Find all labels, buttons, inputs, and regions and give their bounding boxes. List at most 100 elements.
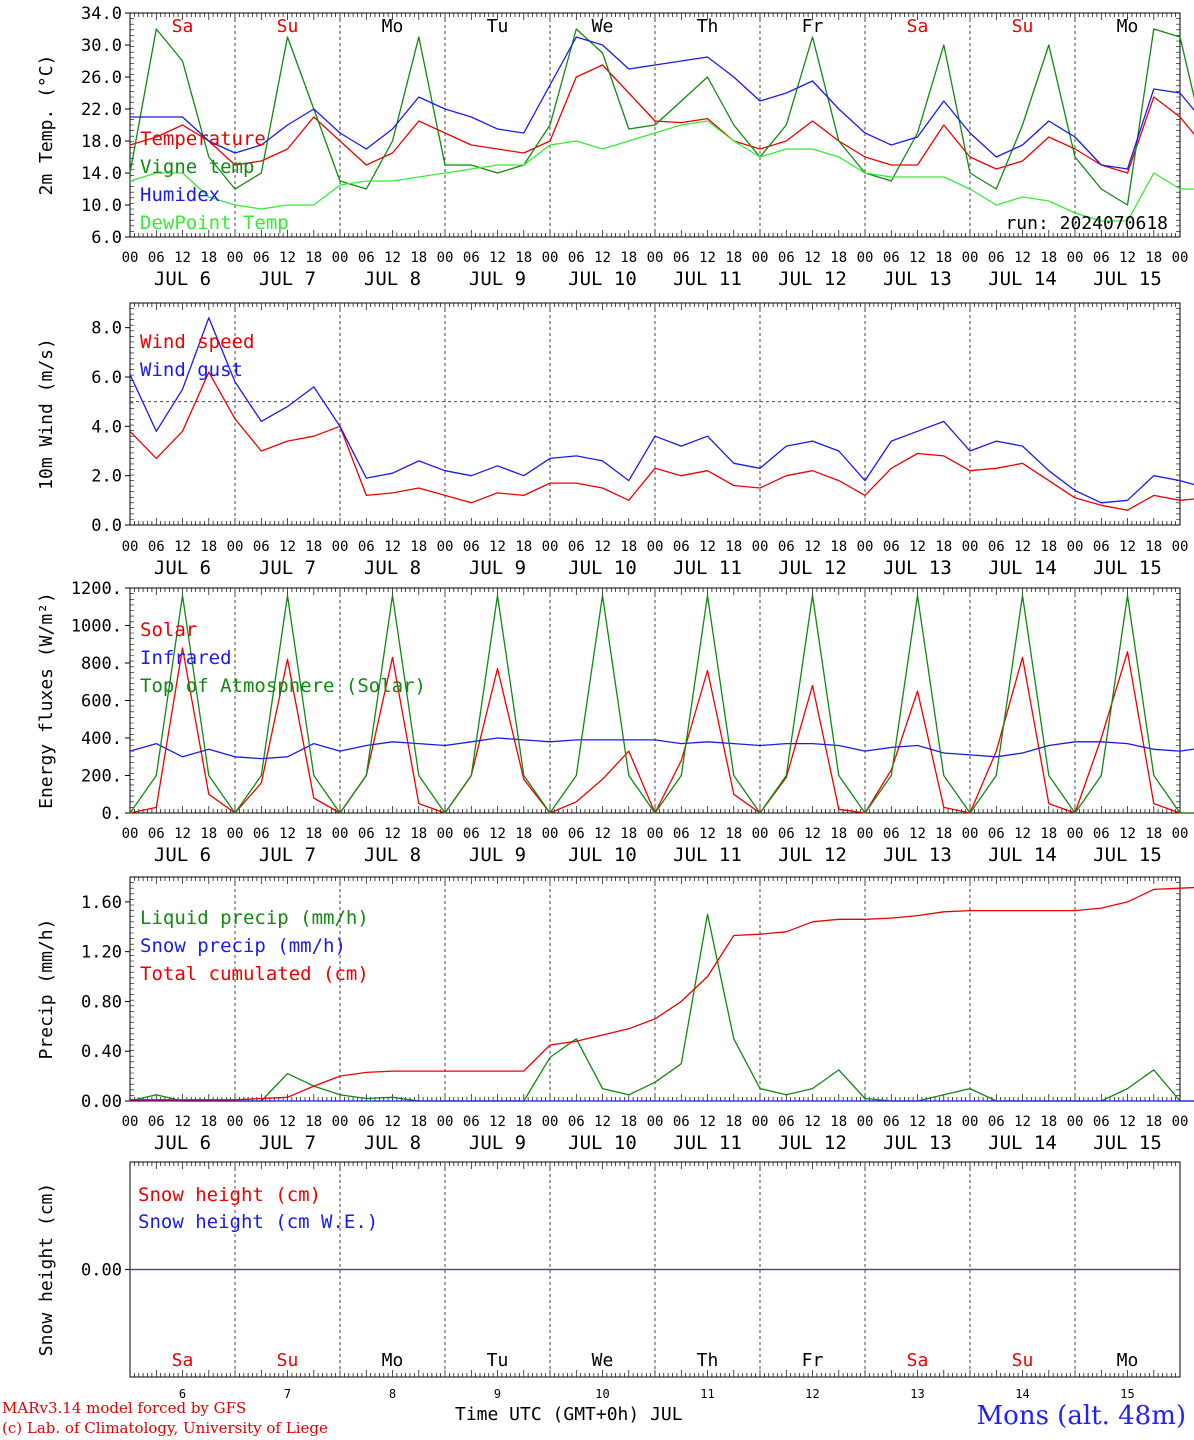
run-label: run: 2024070618 bbox=[1005, 213, 1168, 234]
date-label: JUL 9 bbox=[469, 268, 526, 290]
hour-label: 06 bbox=[253, 826, 270, 842]
hour-label: 06 bbox=[253, 539, 270, 555]
hour-label: 06 bbox=[1093, 1114, 1110, 1130]
hour-label: 06 bbox=[778, 1114, 795, 1130]
weekday-label: Th bbox=[697, 1350, 719, 1371]
hour-label: 18 bbox=[1040, 539, 1057, 555]
hour-label: 18 bbox=[935, 826, 952, 842]
weekday-label: Mo bbox=[382, 16, 404, 37]
hour-label: 00 bbox=[227, 826, 244, 842]
hour-label: 06 bbox=[1093, 826, 1110, 842]
hour-label: 00 bbox=[1067, 826, 1084, 842]
footer-credits: MARv3.14 model forced by GFS (c) Lab. of… bbox=[2, 1398, 328, 1438]
weekday-label: Su bbox=[1012, 16, 1034, 37]
weekday-label: Sa bbox=[907, 1350, 929, 1371]
hour-label: 12 bbox=[1119, 826, 1136, 842]
legend-entry: Temperature bbox=[140, 128, 266, 150]
legend-entry: Snow precip (mm/h) bbox=[140, 935, 346, 957]
y-axis-label: 2m Temp. (°C) bbox=[36, 55, 57, 196]
hour-label: 00 bbox=[1172, 826, 1189, 842]
hour-label: 18 bbox=[935, 539, 952, 555]
hour-label: 06 bbox=[778, 539, 795, 555]
series-line bbox=[129, 120, 1194, 222]
hour-label: 18 bbox=[830, 539, 847, 555]
date-label: JUL 7 bbox=[259, 844, 316, 866]
legend-entry: Wind speed bbox=[140, 331, 254, 353]
weekday-label: Tu bbox=[487, 16, 509, 37]
date-label: JUL 12 bbox=[778, 1132, 847, 1154]
y-tick-label: 1.60 bbox=[81, 893, 122, 913]
hour-label: 06 bbox=[463, 539, 480, 555]
hour-label: 12 bbox=[1014, 826, 1031, 842]
y-tick-label: 18.0 bbox=[81, 132, 122, 152]
hour-label: 12 bbox=[174, 250, 191, 266]
hour-label: 06 bbox=[568, 1114, 585, 1130]
hour-label: 18 bbox=[305, 1114, 322, 1130]
date-label: JUL 6 bbox=[154, 268, 211, 290]
hour-label: 18 bbox=[200, 250, 217, 266]
hour-label: 18 bbox=[200, 539, 217, 555]
station-name: Mons (alt. 48m) bbox=[976, 1401, 1186, 1431]
hour-label: 00 bbox=[332, 539, 349, 555]
hour-label: 00 bbox=[1172, 250, 1189, 266]
y-tick-label: 0. bbox=[102, 804, 122, 824]
weekday-label: Sa bbox=[172, 1350, 194, 1371]
hour-label: 12 bbox=[909, 1114, 926, 1130]
series-line bbox=[129, 317, 1194, 504]
hour-label: 00 bbox=[647, 250, 664, 266]
legend-entry: Infrared bbox=[140, 647, 232, 669]
date-label: JUL 12 bbox=[778, 844, 847, 866]
date-label: JUL 13 bbox=[883, 557, 952, 579]
hour-label: 12 bbox=[804, 826, 821, 842]
hour-label: 06 bbox=[568, 826, 585, 842]
hour-label: 06 bbox=[358, 826, 375, 842]
date-label: JUL 10 bbox=[568, 844, 637, 866]
weekday-label: Fr bbox=[802, 1350, 824, 1371]
hour-label: 00 bbox=[227, 1114, 244, 1130]
hour-label: 18 bbox=[620, 250, 637, 266]
hour-label: 00 bbox=[1067, 539, 1084, 555]
legend-entry: Top of Atmosphere (Solar) bbox=[140, 675, 426, 697]
hour-label: 00 bbox=[332, 1114, 349, 1130]
y-axis-label: 10m Wind (m/s) bbox=[36, 338, 57, 490]
day-number: 13 bbox=[910, 1387, 924, 1401]
y-tick-label: 4.0 bbox=[91, 417, 122, 437]
hour-label: 12 bbox=[1119, 250, 1136, 266]
hour-label: 18 bbox=[725, 826, 742, 842]
date-label: JUL 7 bbox=[259, 1132, 316, 1154]
y-tick-label: 1000. bbox=[71, 617, 122, 637]
hour-label: 06 bbox=[673, 539, 690, 555]
date-label: JUL 12 bbox=[778, 557, 847, 579]
weekday-label: Mo bbox=[382, 1350, 404, 1371]
legend-entry: Snow height (cm W.E.) bbox=[138, 1211, 378, 1233]
weekday-label: Mo bbox=[1117, 16, 1139, 37]
weekday-label: We bbox=[592, 1350, 614, 1371]
hour-label: 06 bbox=[148, 539, 165, 555]
hour-label: 18 bbox=[620, 1114, 637, 1130]
hour-label: 12 bbox=[174, 1114, 191, 1130]
weekday-label: Sa bbox=[172, 16, 194, 37]
y-axis-label: Precip (mm/h) bbox=[36, 919, 57, 1060]
hour-label: 12 bbox=[909, 539, 926, 555]
date-label: JUL 15 bbox=[1093, 557, 1162, 579]
y-tick-label: 14.0 bbox=[81, 164, 122, 184]
weekday-label: Fr bbox=[802, 16, 824, 37]
hour-label: 00 bbox=[1172, 539, 1189, 555]
legend-entry: Snow height (cm) bbox=[138, 1184, 321, 1206]
weekday-label: Mo bbox=[1117, 1350, 1139, 1371]
hour-label: 18 bbox=[305, 826, 322, 842]
y-tick-label: 1.20 bbox=[81, 943, 122, 963]
hour-label: 06 bbox=[673, 826, 690, 842]
date-label: JUL 13 bbox=[883, 844, 952, 866]
hour-label: 18 bbox=[725, 539, 742, 555]
hour-label: 00 bbox=[962, 1114, 979, 1130]
date-label: JUL 11 bbox=[673, 557, 742, 579]
y-tick-label: 26.0 bbox=[81, 68, 122, 88]
hour-label: 18 bbox=[935, 1114, 952, 1130]
hour-label: 06 bbox=[883, 1114, 900, 1130]
date-label: JUL 9 bbox=[469, 557, 526, 579]
date-label: JUL 14 bbox=[988, 557, 1057, 579]
hour-label: 12 bbox=[594, 539, 611, 555]
hour-label: 00 bbox=[122, 1114, 139, 1130]
